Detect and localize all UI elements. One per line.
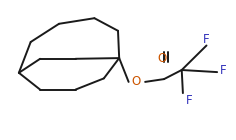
Text: O: O: [157, 52, 166, 65]
Text: F: F: [220, 64, 226, 76]
Text: F: F: [185, 94, 192, 107]
Text: O: O: [131, 75, 140, 88]
Text: F: F: [203, 33, 210, 46]
